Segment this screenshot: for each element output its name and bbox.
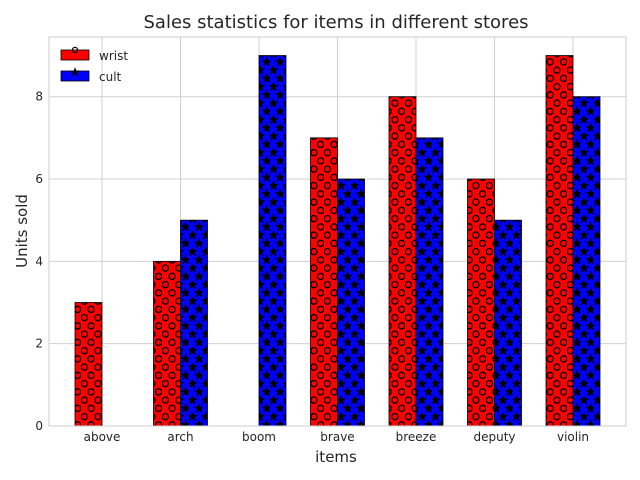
plot-area: above arch boom brave breeze deputy violin 0 2 4…: [35, 36, 627, 444]
legend-swatch-wrist: [60, 49, 90, 61]
bar-hatch: [467, 178, 495, 427]
legend-label-cult: cult: [99, 70, 122, 84]
x-tick-label-brave: brave: [320, 430, 354, 444]
legend-item-wrist: wrist: [60, 49, 128, 63]
legend-hatch-circle: [71, 46, 79, 54]
legend-label-wrist: wrist: [99, 49, 128, 63]
bar-hatch: [415, 137, 444, 427]
bar-wrist-breeze: [388, 96, 417, 427]
y-tick-labels: 0 2 4 6 8: [35, 90, 43, 433]
bar-hatch: [545, 55, 574, 427]
bar-cult-brave: [337, 178, 365, 427]
plot-frame: [48, 36, 627, 427]
bar-hatch: [388, 96, 417, 427]
bar-wrist-brave: [310, 137, 338, 427]
legend-hatch-star: [70, 67, 80, 77]
y-tick-label: 4: [35, 254, 43, 268]
bar-wrist-above: [74, 302, 103, 427]
bar-hatch: [153, 260, 181, 427]
bar-cult-arch: [180, 219, 208, 427]
bars: [74, 55, 601, 427]
x-tick-label-violin: violin: [557, 430, 589, 444]
x-tick-label-deputy: deputy: [473, 430, 515, 444]
bar-hatch: [74, 302, 103, 427]
x-tick-label-arch: arch: [167, 430, 193, 444]
legend: wrist cult: [60, 46, 128, 84]
bar-cult-violin: [572, 96, 601, 427]
y-axis-label: Units sold: [13, 194, 31, 268]
bar-hatch: [310, 137, 338, 427]
bar-wrist-arch: [153, 260, 181, 427]
bar-hatch: [180, 219, 208, 427]
bar-hatch: [337, 178, 365, 427]
y-tick-label: 8: [35, 90, 43, 104]
x-tick-label-boom: boom: [242, 430, 276, 444]
y-tick-label: 6: [35, 172, 43, 186]
x-axis-label: items: [315, 448, 357, 466]
bar-hatch: [572, 96, 601, 427]
bar-hatch: [494, 219, 522, 427]
bar-wrist-violin: [545, 55, 574, 427]
bar-wrist-deputy: [467, 178, 495, 427]
bar-cult-boom: [258, 55, 287, 427]
x-tick-label-breeze: breeze: [396, 430, 437, 444]
bar-cult-deputy: [494, 219, 522, 427]
y-tick-label: 0: [35, 419, 43, 433]
x-tick-label-above: above: [84, 430, 121, 444]
chart-title: Sales statistics for items in different …: [143, 12, 528, 33]
y-tick-label: 2: [35, 337, 43, 351]
x-tick-labels: above arch boom brave breeze deputy violin: [84, 430, 589, 444]
bar-hatch: [258, 55, 287, 427]
bar-cult-breeze: [415, 137, 444, 427]
